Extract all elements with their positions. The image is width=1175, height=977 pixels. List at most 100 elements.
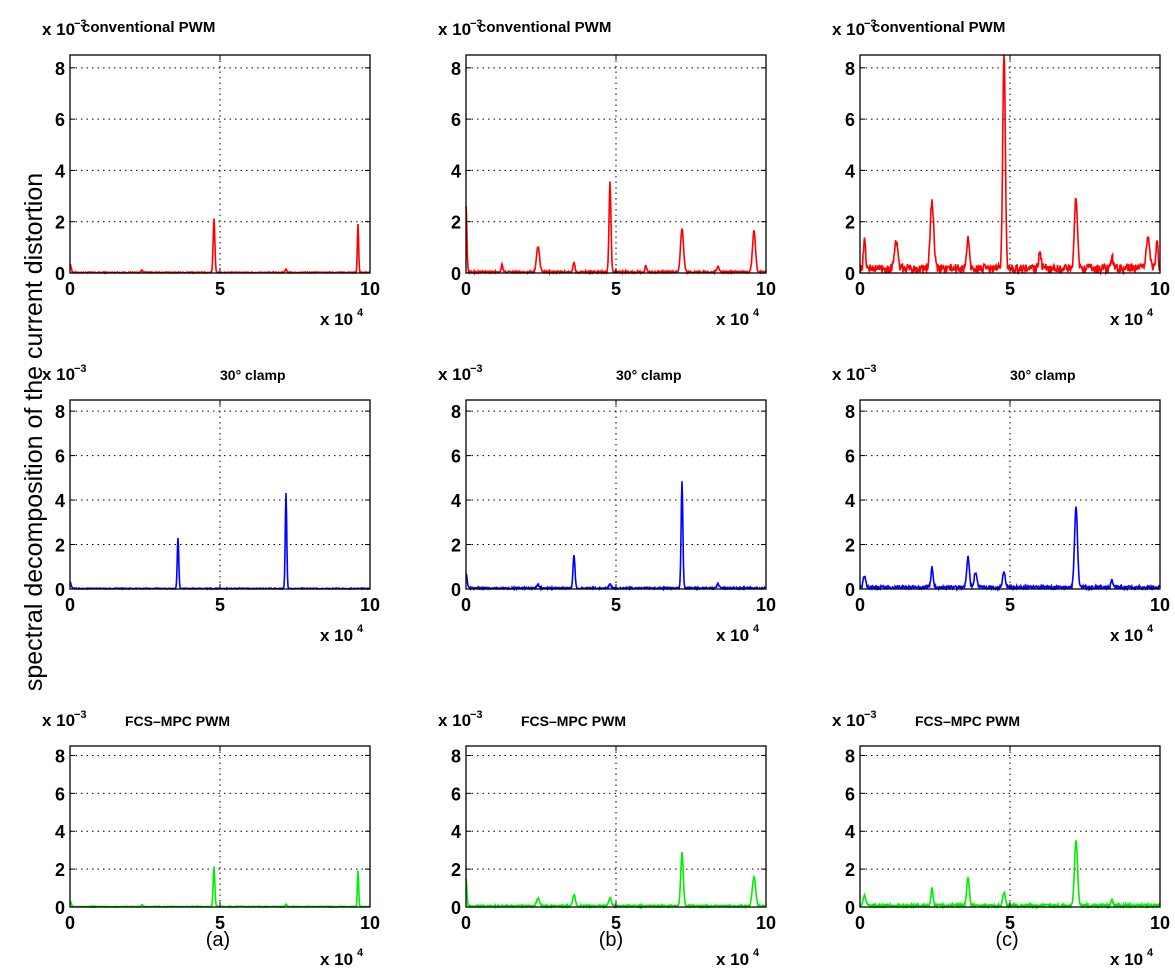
y-tick-label: 0 xyxy=(451,898,461,918)
y-tick-label: 6 xyxy=(55,784,65,804)
x-tick-label: 0 xyxy=(855,595,865,615)
x-multiplier: x 10 xyxy=(716,626,749,645)
x-multiplier: x 10 xyxy=(716,310,749,329)
y-tick-label: 4 xyxy=(55,822,65,842)
y-tick-label: 2 xyxy=(451,536,461,556)
x-tick-label: 5 xyxy=(611,279,621,299)
y-tick-label: 6 xyxy=(845,110,855,130)
y-tick-label: 8 xyxy=(451,59,461,79)
y-tick-label: 0 xyxy=(845,898,855,918)
x-tick-label: 0 xyxy=(855,279,865,299)
y-tick-label: 0 xyxy=(55,898,65,918)
y-multiplier: x 10 xyxy=(42,365,75,384)
spectrum-line xyxy=(859,54,1161,276)
x-tick-label: 10 xyxy=(756,913,776,933)
y-tick-label: 2 xyxy=(55,536,65,556)
y-exponent: −3 xyxy=(470,709,483,721)
x-exponent: 4 xyxy=(753,307,760,319)
y-tick-label: 8 xyxy=(845,59,855,79)
x-tick-label: 10 xyxy=(1150,913,1170,933)
y-tick-label: 8 xyxy=(55,746,65,766)
y-tick-label: 6 xyxy=(451,784,461,804)
y-multiplier: x 10 xyxy=(832,365,865,384)
x-tick-label: 0 xyxy=(855,913,865,933)
x-exponent: 4 xyxy=(1147,947,1154,959)
y-tick-label: 2 xyxy=(55,213,65,233)
y-multiplier: x 10 xyxy=(438,365,471,384)
x-tick-label: 5 xyxy=(611,595,621,615)
y-tick-label: 2 xyxy=(451,860,461,880)
x-multiplier: x 10 xyxy=(1110,626,1143,645)
x-tick-label: 10 xyxy=(756,279,776,299)
subfigure-label-a: (a) xyxy=(206,929,230,951)
y-tick-label: 2 xyxy=(55,860,65,880)
y-tick-label: 2 xyxy=(451,213,461,233)
y-tick-label: 6 xyxy=(451,447,461,467)
x-multiplier: x 10 xyxy=(1110,310,1143,329)
x-multiplier: x 10 xyxy=(1110,950,1143,969)
y-tick-label: 2 xyxy=(845,213,855,233)
x-tick-label: 5 xyxy=(1005,595,1015,615)
y-tick-label: 6 xyxy=(845,447,855,467)
y-exponent: −3 xyxy=(470,18,483,30)
y-tick-label: 0 xyxy=(845,264,855,284)
x-multiplier: x 10 xyxy=(320,950,353,969)
x-exponent: 4 xyxy=(357,947,364,959)
x-tick-label: 10 xyxy=(1150,279,1170,299)
spectrum-line xyxy=(465,852,767,910)
x-tick-label: 0 xyxy=(65,913,75,933)
y-exponent: −3 xyxy=(470,363,483,375)
x-multiplier: x 10 xyxy=(320,310,353,329)
figure-y-label: spectral decomposition of the current di… xyxy=(20,173,48,691)
x-exponent: 4 xyxy=(753,623,760,635)
x-exponent: 4 xyxy=(357,307,364,319)
panel-title: conventional PWM xyxy=(872,19,1005,36)
x-tick-label: 5 xyxy=(1005,279,1015,299)
y-multiplier: x 10 xyxy=(438,711,471,730)
y-tick-label: 8 xyxy=(451,402,461,422)
panel-title: 30° clamp xyxy=(616,367,682,383)
y-tick-label: 8 xyxy=(451,746,461,766)
x-tick-label: 10 xyxy=(360,595,380,615)
y-exponent: −3 xyxy=(864,363,877,375)
y-tick-label: 8 xyxy=(845,746,855,766)
axes-box xyxy=(465,54,767,274)
y-tick-label: 4 xyxy=(55,161,65,181)
y-tick-label: 4 xyxy=(55,491,65,511)
x-tick-label: 0 xyxy=(65,595,75,615)
y-tick-label: 8 xyxy=(55,402,65,422)
y-tick-label: 0 xyxy=(55,580,65,600)
y-tick-label: 4 xyxy=(845,491,855,511)
y-tick-label: 8 xyxy=(845,402,855,422)
x-tick-label: 0 xyxy=(461,595,471,615)
y-tick-label: 6 xyxy=(451,110,461,130)
y-exponent: −3 xyxy=(864,18,877,30)
axes-box xyxy=(69,745,371,908)
y-tick-label: 0 xyxy=(845,580,855,600)
x-tick-label: 5 xyxy=(215,279,225,299)
x-tick-label: 0 xyxy=(461,279,471,299)
subfigure-label-b: (b) xyxy=(599,929,623,951)
x-exponent: 4 xyxy=(1147,623,1154,635)
x-tick-label: 0 xyxy=(461,913,471,933)
subfigure-label-c: (c) xyxy=(995,929,1018,951)
y-multiplier: x 10 xyxy=(42,711,75,730)
x-tick-label: 10 xyxy=(360,913,380,933)
x-exponent: 4 xyxy=(1147,307,1154,319)
x-tick-label: 5 xyxy=(1005,913,1015,933)
x-tick-label: 5 xyxy=(215,913,225,933)
y-tick-label: 4 xyxy=(451,822,461,842)
y-multiplier: x 10 xyxy=(438,20,471,39)
axes-box xyxy=(69,54,371,274)
y-tick-label: 0 xyxy=(55,264,65,284)
y-tick-label: 2 xyxy=(845,860,855,880)
panel-title: conventional PWM xyxy=(82,19,215,36)
